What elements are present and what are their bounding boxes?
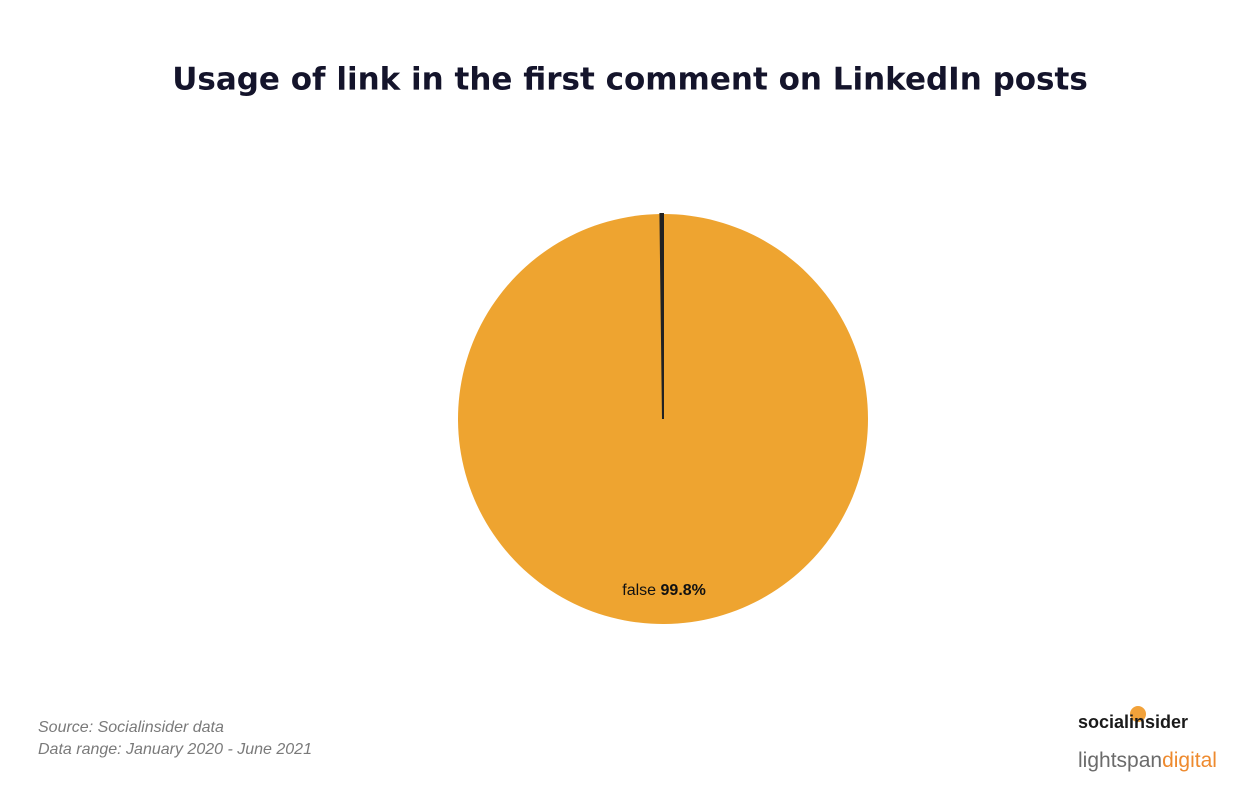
logo-dot: [1130, 706, 1146, 722]
slice-value: 99.8%: [661, 582, 706, 599]
logo-lightspan-part: lightspan: [1078, 749, 1162, 772]
chart-title: Usage of link in the first comment on Li…: [172, 62, 1088, 98]
slice-category: false: [622, 582, 656, 599]
pie: false 99.8%: [458, 212, 869, 624]
logo-lightspan: lightspandigital: [1078, 749, 1217, 772]
logo-digital-part: digital: [1162, 749, 1217, 772]
range-note: Data range: January 2020 - June 2021: [38, 741, 312, 758]
source-note: Source: Socialinsider data: [38, 719, 224, 736]
logo-socialinsider: socialinsider: [1078, 712, 1188, 732]
slice-label: false 99.8%: [622, 582, 706, 599]
pie-slice: [659, 212, 664, 420]
